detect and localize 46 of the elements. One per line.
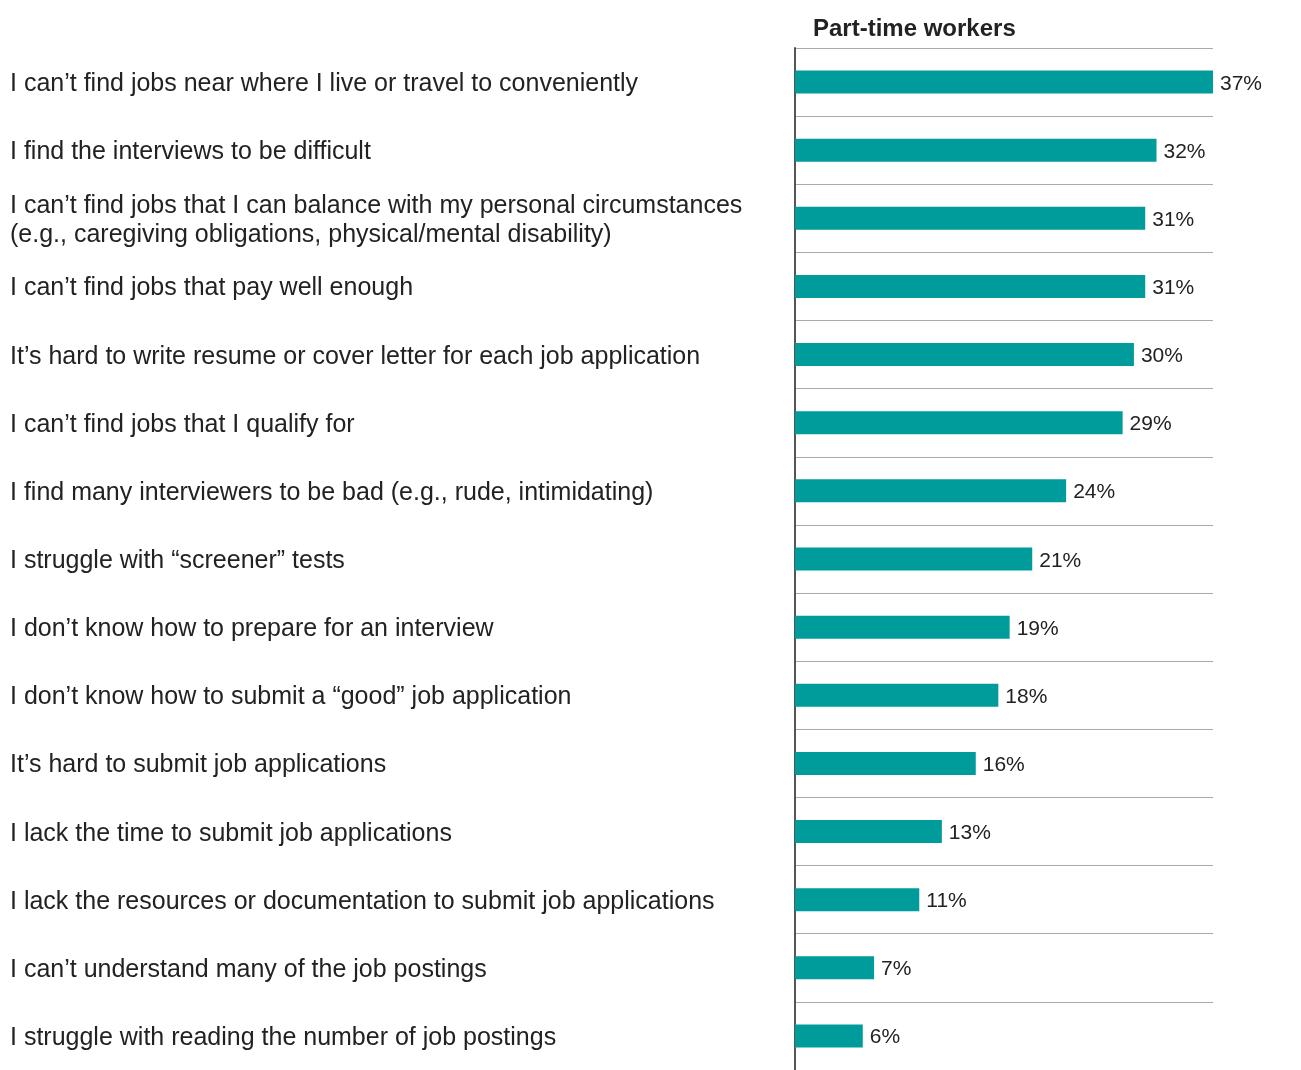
bar	[795, 615, 1010, 639]
y-tick-label: I struggle with “screener” tests	[10, 545, 345, 573]
y-tick-label: I can’t find jobs that I can balance with my personal circumstances (e.g., caregiving obligations, physical/mental disability)	[10, 189, 750, 247]
bar	[795, 479, 1067, 503]
bar	[795, 956, 875, 980]
data-label: 18%	[1005, 683, 1048, 707]
bar	[795, 206, 1146, 230]
y-tick-label: I lack the time to submit job applications	[10, 817, 452, 846]
bar	[795, 343, 1134, 367]
bar	[795, 138, 1157, 162]
data-label: 30%	[1140, 343, 1183, 367]
data-label: 11%	[926, 888, 967, 912]
data-label: 16%	[982, 751, 1025, 775]
bar	[795, 411, 1123, 435]
bar	[795, 1024, 863, 1048]
bar	[795, 70, 1213, 94]
data-label: 19%	[1016, 615, 1059, 639]
bar	[795, 888, 920, 912]
data-label: 31%	[1152, 206, 1195, 230]
data-label: 37%	[1220, 70, 1263, 94]
y-tick-label: It’s hard to submit job applications	[10, 749, 387, 778]
data-label: 29%	[1129, 411, 1172, 435]
y-tick-label: It’s hard to write resume or cover letter for each job application	[10, 340, 701, 369]
data-label: 31%	[1152, 274, 1195, 298]
y-tick-label: I find the interviews to be difficult	[10, 136, 371, 165]
data-label: 6%	[869, 1024, 901, 1048]
y-tick-label: I don’t know how to prepare for an interview	[10, 613, 495, 642]
bar	[795, 820, 942, 844]
bar	[795, 274, 1146, 298]
chart-title: Part-time workers	[813, 13, 1016, 41]
y-tick-label: I can’t understand many of the job postings	[10, 953, 487, 982]
y-tick-label: I find many interviewers to be bad (e.g., rude, intimidating)	[10, 476, 654, 505]
y-tick-label: I can’t find jobs near where I live or travel to conveniently	[10, 68, 639, 97]
y-tick-label: I don’t know how to submit a “good” job application	[10, 681, 572, 710]
data-label: 24%	[1073, 479, 1116, 503]
y-tick-label: I can’t find jobs that I qualify for	[10, 408, 355, 437]
data-label: 7%	[881, 956, 912, 980]
data-label: 21%	[1039, 547, 1082, 571]
data-label: 13%	[948, 820, 991, 844]
data-label: 32%	[1163, 138, 1206, 162]
bar	[795, 751, 976, 775]
bar	[795, 683, 999, 707]
y-tick-label: I can’t find jobs that pay well enough	[10, 272, 414, 301]
y-tick-label: I lack the resources or documentation to submit job applications	[10, 885, 715, 914]
y-tick-label: I struggle with reading the number of job postings	[10, 1021, 557, 1050]
bar	[795, 547, 1033, 571]
